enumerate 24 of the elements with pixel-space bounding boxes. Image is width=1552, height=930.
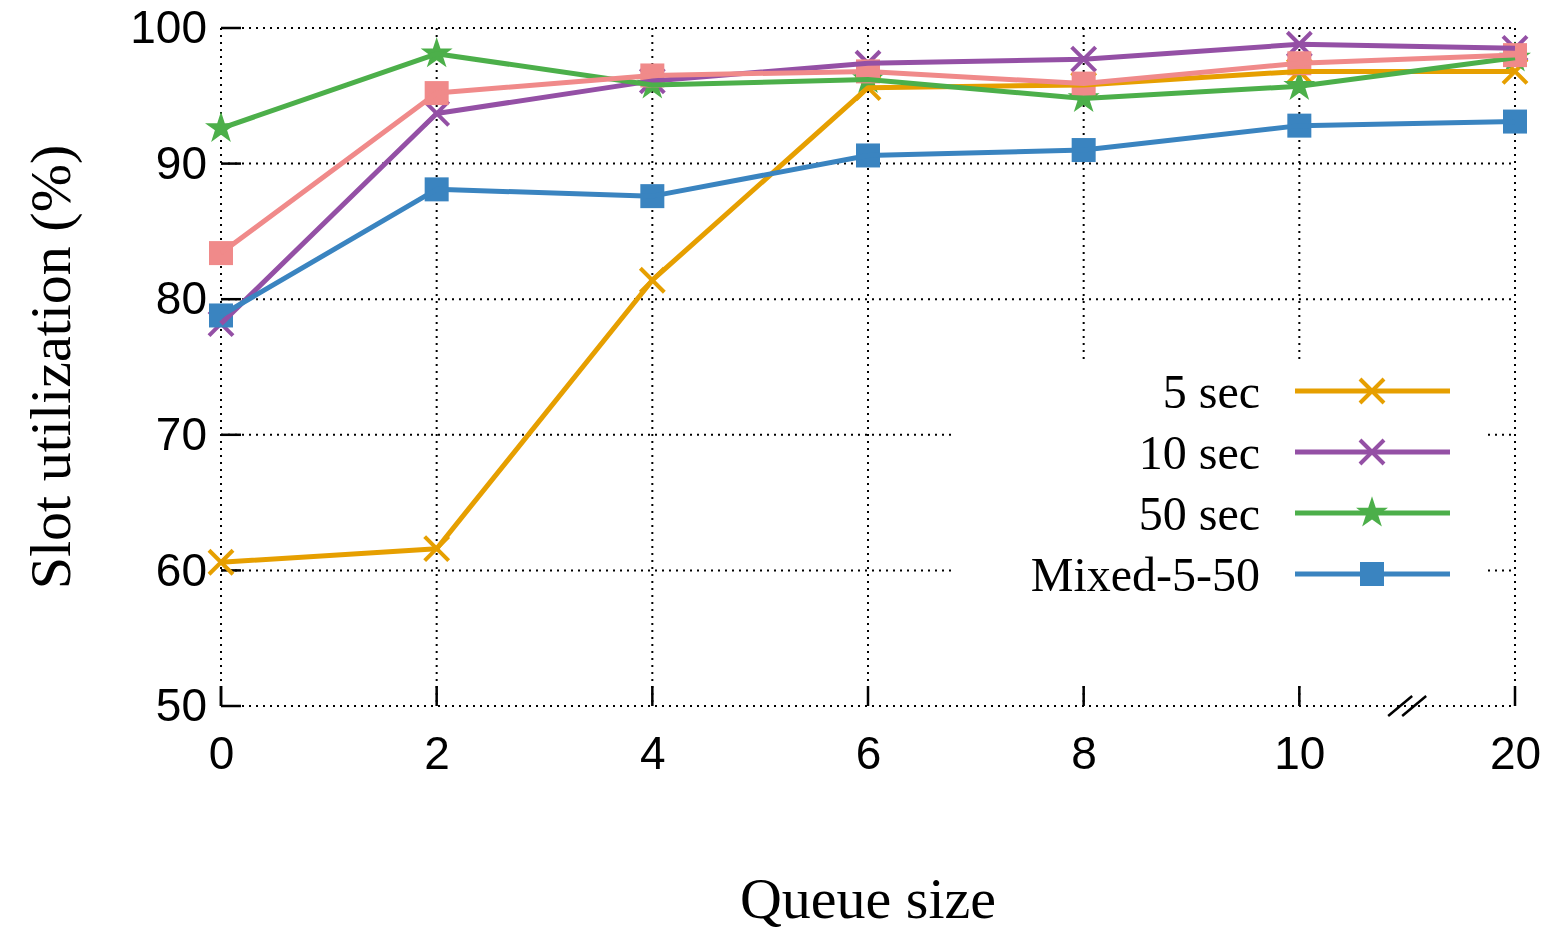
y-tick-label: 80: [155, 272, 207, 325]
point: [638, 266, 667, 295]
x-tick-label: 20: [1489, 726, 1542, 779]
point: [422, 534, 451, 563]
legend-label: 50 sec: [1138, 486, 1260, 540]
legend-label: 10 sec: [1138, 425, 1260, 479]
point: [1503, 109, 1527, 134]
x-tick-label: 0: [208, 726, 235, 779]
x-tick-label: 10: [1274, 726, 1326, 779]
x-tick-label: 6: [855, 726, 882, 779]
y-tick-label: 60: [155, 543, 207, 596]
point: [1069, 45, 1098, 74]
y-axis-title: Slot utilization (%): [18, 144, 83, 590]
legend-label: 5 sec: [1162, 364, 1260, 418]
y-tick-label: 100: [130, 1, 207, 54]
legend-label: Mixed-5-50: [1030, 547, 1260, 601]
x-tick-label: 2: [424, 726, 450, 779]
point: [207, 548, 235, 577]
y-tick-label: 50: [155, 679, 207, 732]
y-tick-label: 70: [155, 408, 207, 461]
x-tick-label: 4: [640, 726, 666, 779]
x-axis-title: Queue size: [739, 866, 997, 930]
y-tick-label: 90: [155, 136, 207, 189]
x-tick-label: 8: [1071, 726, 1097, 779]
